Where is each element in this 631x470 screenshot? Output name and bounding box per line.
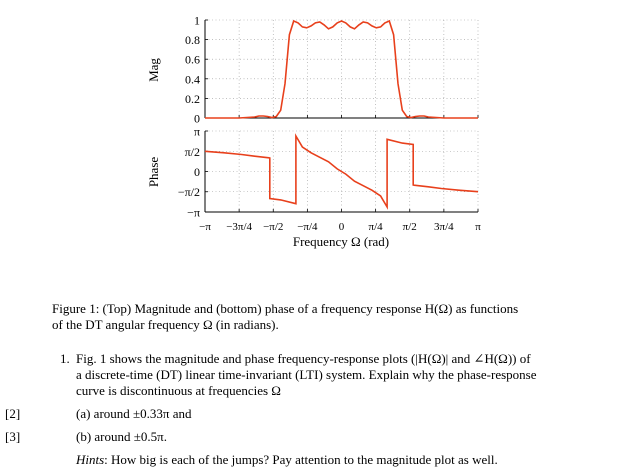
figure-caption: Figure 1: (Top) Magnitude and (bottom) p… <box>52 301 597 333</box>
part-b-text: (b) around ±0.5π. <box>76 429 167 444</box>
caption-line-1: Figure 1: (Top) Magnitude and (bottom) p… <box>52 301 519 316</box>
mag-ytick-label: 0.8 <box>185 33 200 47</box>
magnitude-curve <box>205 19 478 119</box>
question-line-1: Fig. 1 shows the magnitude and phase fre… <box>76 351 531 366</box>
magnitude-panel: 0 0.2 0.4 0.6 0.8 1 Mag <box>146 14 479 126</box>
caption-line-2: of the DT angular frequency Ω (in radian… <box>52 317 279 332</box>
mag-ytick-label: 1 <box>194 14 200 28</box>
mag-ytick-label: 0.6 <box>185 53 200 67</box>
mag-grid <box>204 19 479 119</box>
x-tick-label: −π/4 <box>297 221 318 233</box>
phase-ytick-label: −π <box>187 205 200 219</box>
x-tick-label: 3π/4 <box>434 221 454 233</box>
phase-ytick-label: −π/2 <box>178 185 200 199</box>
mag-ytick-label: 0.2 <box>185 92 200 106</box>
phase-y-ticks: −π −π/2 0 π/2 π <box>178 125 200 220</box>
x-tick-label: π/2 <box>403 221 417 233</box>
marks-part-b: [3] <box>5 429 21 444</box>
part-a-text: (a) around ±0.33π and <box>76 406 192 421</box>
question-number: 1. <box>60 351 70 366</box>
x-tick-label: 0 <box>339 221 345 233</box>
x-tick-label: −π <box>199 221 211 233</box>
x-tick-label: −3π/4 <box>226 221 252 233</box>
hint-line: Hints: How big is each of the jumps? Pay… <box>76 452 498 468</box>
x-axis-label: Frequency Ω (rad) <box>293 234 389 249</box>
marks-part-a: [2] <box>5 406 21 421</box>
phase-ylabel: Phase <box>146 157 161 188</box>
question-text: Fig. 1 shows the magnitude and phase fre… <box>76 351 596 399</box>
phase-ytick-label: π/2 <box>185 145 200 159</box>
question-line-3: curve is discontinuous at frequencies Ω <box>76 383 281 398</box>
mag-ytick-label: 0 <box>194 112 200 126</box>
phase-ytick-label: 0 <box>194 165 200 179</box>
x-tick-label: π/4 <box>369 221 384 233</box>
phase-ytick-label: π <box>194 125 200 139</box>
question-line-2: a discrete-time (DT) linear time-invaria… <box>76 367 537 382</box>
x-tick-label: π <box>475 221 481 233</box>
x-tick-label: −π/2 <box>263 221 283 233</box>
hint-label: Hints <box>76 452 105 467</box>
frequency-response-figure: 00.20.40.60.81 Mag −π−π/20π/2π Phase −π −… <box>146 14 481 250</box>
x-tick-labels: −π −3π/4 −π/2 −π/4 0 π/4 π/2 3π/4 π <box>199 221 481 233</box>
phase-panel: −π −π/2 0 π/2 π Phase <box>146 125 479 220</box>
mag-ylabel: Mag <box>146 58 161 82</box>
phase-curve <box>204 133 479 210</box>
mag-y-ticks: 0 0.2 0.4 0.6 0.8 1 <box>185 14 200 126</box>
mag-ytick-label: 0.4 <box>185 72 200 86</box>
hint-text: : How big is each of the jumps? Pay atte… <box>104 452 498 467</box>
